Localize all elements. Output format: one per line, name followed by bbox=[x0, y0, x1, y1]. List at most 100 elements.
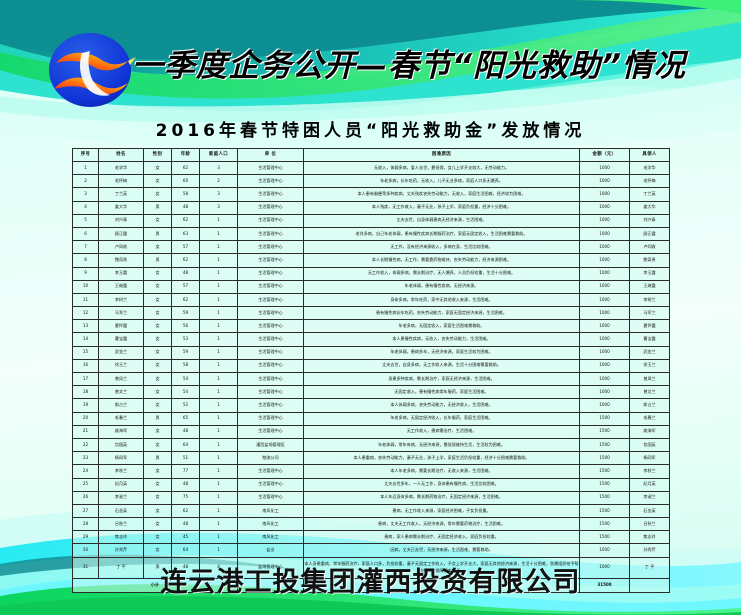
cell-sign: 李玉霞 bbox=[629, 266, 670, 281]
col-header-sex: 性别 bbox=[143, 148, 172, 162]
cell-sign: 徐玉兰 bbox=[629, 358, 670, 374]
cell-unit: 生活管理中心 bbox=[237, 477, 304, 492]
cell-pop: 1 bbox=[199, 517, 238, 532]
cell-unit: 生活管理中心 bbox=[237, 160, 304, 176]
cell-amount: 1000 bbox=[579, 306, 630, 321]
cell-sign: 纪月英 bbox=[629, 477, 670, 492]
cell-pop: 1 bbox=[199, 543, 238, 558]
cell-name: 孙秀芹 bbox=[98, 543, 144, 558]
cell-name: 马军兰 bbox=[98, 306, 144, 321]
cell-no: 30 bbox=[72, 543, 99, 558]
cell-reason: 无工作，没有经济来源收入，多病在身，生活比较困难。 bbox=[303, 240, 580, 255]
table-row: 30 孙秀芹女 64 1 盐业 因病，丈夫已去世，无经济来源，生活困难，需要救助。 1000… bbox=[72, 543, 670, 558]
cell-pop: 1 bbox=[199, 437, 238, 453]
table-row: 28 吕秋兰女 48 1 南风化工 患病，丈夫无工作收入，无经济来源，常年需要药物治疗，生… bbox=[72, 517, 670, 532]
cell-reason: 本人患有脑梗等多种疾病，丈夫残疾丧失劳动能力，无收入，家庭生活困难，经济较为困难… bbox=[303, 187, 580, 202]
cell-reason: 无固定收入，患有慢性病常年服药，家庭生活困难。 bbox=[303, 385, 580, 400]
cell-no: 12 bbox=[72, 306, 99, 321]
cell-amount: 1500 bbox=[579, 517, 630, 532]
cell-sex: 男 bbox=[143, 200, 172, 215]
cell-amount: 1000 bbox=[579, 240, 630, 255]
cell-age: 48 bbox=[171, 517, 200, 532]
table-row: 29 焦志玲女 45 1 南风化工 患病，家人患病需长期治疗，无固定经济收入，家庭负担较重… bbox=[72, 530, 670, 545]
cell-no: 29 bbox=[72, 530, 99, 545]
cell-unit: 盐业 bbox=[237, 543, 304, 558]
cell-age: 48 bbox=[171, 266, 200, 281]
cell-sex: 女 bbox=[143, 213, 172, 228]
cell-pop: 1 bbox=[199, 477, 238, 492]
cell-name: 曾凤兰 bbox=[98, 371, 144, 387]
cell-name: 包国英 bbox=[98, 437, 144, 453]
cell-sign: 杨同军 bbox=[629, 451, 670, 466]
cell-sex: 男 bbox=[143, 226, 172, 242]
cell-unit: 生活管理中心 bbox=[237, 306, 304, 321]
cell-sex: 女 bbox=[143, 477, 172, 492]
cell-sex: 女 bbox=[143, 306, 172, 321]
cell-amount: 1000 bbox=[579, 358, 630, 374]
cell-sex: 女 bbox=[143, 240, 172, 255]
cell-sign: 吕秋兰 bbox=[629, 517, 670, 532]
cell-name: 夏怀霞 bbox=[98, 319, 144, 334]
table-row: 13 夏怀霞女 56 1 生活管理中心 年老多病，无固定收入，家庭生活困难需救助。 1000… bbox=[72, 319, 670, 334]
cell-sign: 夏怀霞 bbox=[629, 319, 670, 334]
table-row: 6 顾正霞男 63 1 生活管理中心 老伴多病，自己年老体弱，患有慢性疾病长期服药治疗，家… bbox=[72, 226, 670, 242]
table-row: 11 李树兰女 62 1 生活管理中心 身体多病，常年吃药，家中无其他收入来源，生活困难。… bbox=[72, 292, 670, 308]
cell-no: 11 bbox=[72, 292, 99, 308]
cell-reason: 身患多种疾病，需长期治疗，家庭无经济来源，生活困难。 bbox=[303, 371, 580, 387]
cell-reason: 无工作收入，体弱多病，需长期治疗，无人赡养，人员负担较重，生活十分困难。 bbox=[303, 266, 580, 281]
cell-amount: 1000 bbox=[579, 543, 630, 558]
cell-age: 62 bbox=[171, 503, 200, 519]
cell-sign: 王继霞 bbox=[629, 279, 670, 294]
cell-amount: 1500 bbox=[579, 477, 630, 492]
cell-sign: 孙秀芹 bbox=[629, 543, 670, 558]
cell-unit: 生活管理中心 bbox=[237, 292, 304, 308]
cell-age: 58 bbox=[171, 358, 200, 374]
cell-pop: 1 bbox=[199, 371, 238, 387]
cell-no: 17 bbox=[72, 371, 99, 387]
cell-reason: 本人残疾，无工作收入，妻子无业，孩子上学，家庭负担重，经济十分困难。 bbox=[303, 200, 580, 215]
table-row: 12 马军兰女 59 1 生活管理中心 患有慢性病长年吃药，丧失劳动能力，家庭无固定经济来… bbox=[72, 306, 670, 321]
cell-unit: 生活管理中心 bbox=[237, 279, 304, 294]
cell-name: 鲍奇贵 bbox=[98, 253, 144, 268]
cell-reason: 丈夫去世，自身体弱患病无经济来源，生活困难。 bbox=[303, 213, 580, 228]
cell-reason: 本人体弱多病，丧失劳动能力，无经济收入，生活困难。 bbox=[303, 398, 580, 413]
cell-unit: 生活管理中心 bbox=[237, 345, 304, 360]
cell-reason: 患病，家人患病需长期治疗，无固定经济收入，家庭负担较重。 bbox=[303, 530, 580, 545]
table-row: 17 曾凤兰女 54 1 生活管理中心 身患多种疾病，需长期治疗，家庭无经济来源，生活困难… bbox=[72, 371, 670, 387]
cell-unit: 生活管理中心 bbox=[237, 371, 304, 387]
cell-reason: 年老多病，无固定经济收入，长年服药，家庭生活困难。 bbox=[303, 411, 580, 426]
cell-reason: 无收入，体弱多病，爱人去世，靠低保，女儿上学开支较大，无劳动能力。 bbox=[303, 160, 580, 176]
cell-sex: 女 bbox=[143, 160, 172, 176]
cell-amount: 1000 bbox=[579, 292, 630, 308]
cell-pop: 1 bbox=[199, 240, 238, 255]
cell-name: 武金兰 bbox=[98, 345, 144, 360]
cell-sex: 女 bbox=[143, 358, 172, 374]
cell-reason: 因病，丈夫已去世，无经济来源，生活困难，需要救助。 bbox=[303, 543, 580, 558]
cell-amount: 1000 bbox=[579, 385, 630, 400]
table-row: 5 刘兴青女 62 1 生活管理中心 丈夫去世，自身体弱患病无经济来源，生活困难。 1000… bbox=[72, 213, 670, 228]
cell-no: 22 bbox=[72, 437, 99, 453]
cell-age: 56 bbox=[171, 319, 200, 334]
cell-no: 15 bbox=[72, 345, 99, 360]
cell-pop: 1 bbox=[199, 503, 238, 519]
cell-no: 7 bbox=[72, 240, 99, 255]
cell-unit: 南风化工 bbox=[237, 530, 304, 545]
cell-sign: 顾正霞 bbox=[629, 226, 670, 242]
cell-no: 19 bbox=[72, 398, 99, 413]
cell-name: 刘兴青 bbox=[98, 213, 144, 228]
cell-amount: 1500 bbox=[579, 490, 630, 505]
cell-sex: 女 bbox=[143, 490, 172, 505]
cell-no: 16 bbox=[72, 358, 99, 374]
cell-reason: 年老多病，无固定收入，家庭生活困难需救助。 bbox=[303, 319, 580, 334]
cell-name: 纪月英 bbox=[98, 477, 144, 492]
cell-name: 吕秋兰 bbox=[98, 517, 144, 532]
cell-unit: 南风化工 bbox=[237, 503, 304, 519]
cell-sign: 马军兰 bbox=[629, 306, 670, 321]
cell-unit: 生活管理中心 bbox=[237, 174, 304, 189]
cell-no: 26 bbox=[72, 490, 99, 505]
cell-amount: 1000 bbox=[579, 253, 630, 268]
cell-sex: 男 bbox=[143, 253, 172, 268]
cell-sign: 刘兴青 bbox=[629, 213, 670, 228]
cell-pop: 1 bbox=[199, 345, 238, 360]
cell-sign: 曹宝霞 bbox=[629, 332, 670, 347]
